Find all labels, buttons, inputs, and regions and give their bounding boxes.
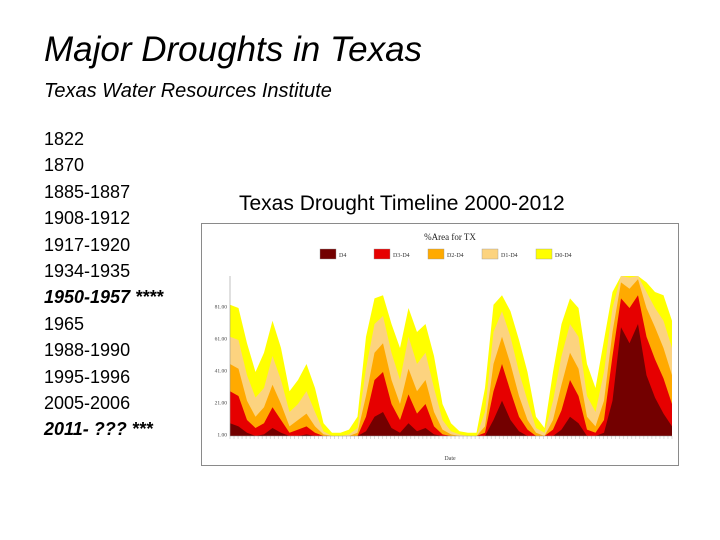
series-area [230, 324, 672, 436]
series-area [230, 279, 672, 436]
drought-year-item: 1965 [44, 313, 85, 334]
legend-label: D1-D4 [501, 253, 518, 259]
drought-timeline-chart: %Area for TX D4 D3-D4 D2-D4 D1-D4 D0-D4 1.00… [201, 223, 679, 466]
drought-year-item: 2005-2006 [44, 392, 131, 413]
drought-year-item: 1934-1935 [44, 260, 131, 281]
y-tick-label: 21.00 [215, 400, 228, 406]
chart-inner-title: %Area for TX [424, 232, 476, 242]
drought-year-item: 2011- ??? *** [44, 419, 153, 440]
drought-year-item: 1870 [44, 155, 85, 176]
drought-year-item: 1917-1920 [44, 234, 131, 255]
legend-label: D2-D4 [447, 253, 464, 259]
chart-legend: D4 D3-D4 D2-D4 D1-D4 D0-D4 [319, 248, 572, 260]
legend-swatch [481, 248, 499, 260]
y-tick-label: 61.00 [215, 336, 228, 342]
y-tick-label: 41.00 [215, 368, 228, 374]
drought-area-chart: %Area for TX D4 D3-D4 D2-D4 D1-D4 D0-D4 1.00… [215, 232, 673, 462]
plot-area [230, 276, 672, 436]
drought-year-item: 1908-1912 [44, 208, 131, 229]
legend-swatch [427, 248, 445, 260]
drought-year-item: 1995-1996 [44, 366, 131, 387]
legend-label: D3-D4 [393, 253, 410, 259]
y-tick-label: 1.00 [217, 432, 227, 438]
drought-year-item: 1885-1887 [44, 181, 131, 202]
legend-swatch [319, 248, 337, 260]
x-axis [229, 435, 673, 439]
drought-year-item: 1822 [44, 129, 85, 149]
y-tick-label: 81.00 [215, 304, 228, 310]
legend-label: D0-D4 [555, 253, 572, 259]
slide-title: Major Droughts in Texas [44, 30, 423, 69]
legend-swatch [373, 248, 391, 260]
slide-subtitle: Texas Water Resources Institute [44, 80, 332, 102]
chart-heading: Texas Drought Timeline 2000-2012 [239, 192, 565, 215]
y-axis: 1.00 21.00 41.00 61.00 81.00 [215, 276, 231, 438]
x-axis-label: Date [444, 456, 456, 462]
drought-years-list: 1822 1870 1885-1887 1908-1912 1917-1920 … [44, 126, 163, 443]
legend-swatch [535, 248, 553, 260]
drought-year-item: 1950-1957 **** [44, 287, 164, 308]
legend-label: D4 [339, 253, 346, 259]
drought-year-item: 1988-1990 [44, 340, 131, 361]
